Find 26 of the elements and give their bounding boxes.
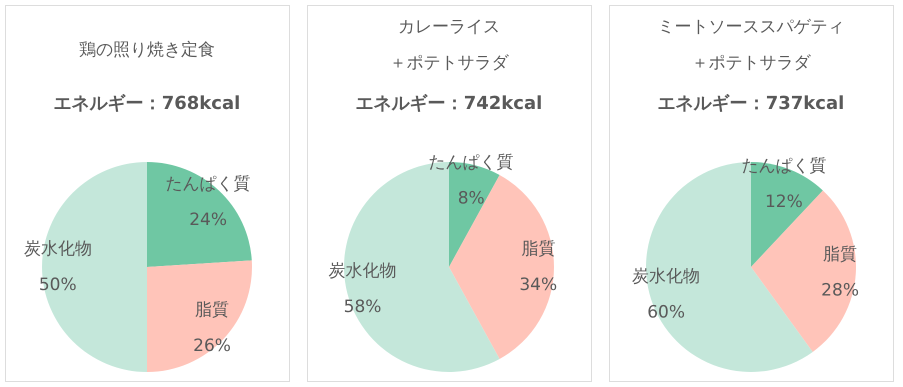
chart-subtitle: エネルギー：742kcal: [356, 93, 542, 114]
chart-title: カレーライス＋ポテトサラダ: [390, 17, 510, 73]
data-label: 12%: [764, 192, 803, 212]
chart-subtitle: エネルギー：737kcal: [658, 93, 844, 114]
chart-subtitle: エネルギー：768kcal: [54, 93, 240, 114]
slice-label: 脂質: [823, 244, 858, 265]
data-label: 58%: [344, 297, 382, 318]
slice-label: 炭水化物: [632, 266, 700, 287]
chart-title: 鶏の照り焼き定食: [79, 40, 215, 60]
data-label: 24%: [189, 210, 227, 230]
slice-label: 脂質: [521, 239, 556, 259]
pie-slice: [42, 162, 147, 372]
data-label: 28%: [821, 280, 859, 301]
slice-label: たんぱく質: [166, 174, 251, 194]
pie-slice: [147, 162, 252, 267]
data-label: 26%: [193, 336, 231, 356]
data-label: 34%: [519, 275, 558, 295]
pie-slice: [751, 190, 856, 352]
chart-title: ミートソーススパゲティ＋ポテトサラダ: [658, 17, 844, 73]
data-label: 8%: [458, 188, 485, 209]
slice-label: 炭水化物: [24, 239, 92, 259]
data-label: 50%: [38, 275, 77, 295]
slice-label: 脂質: [195, 300, 230, 320]
slice-label: 炭水化物: [328, 261, 397, 282]
data-label: 60%: [647, 302, 686, 323]
pie-slice: [147, 260, 252, 372]
